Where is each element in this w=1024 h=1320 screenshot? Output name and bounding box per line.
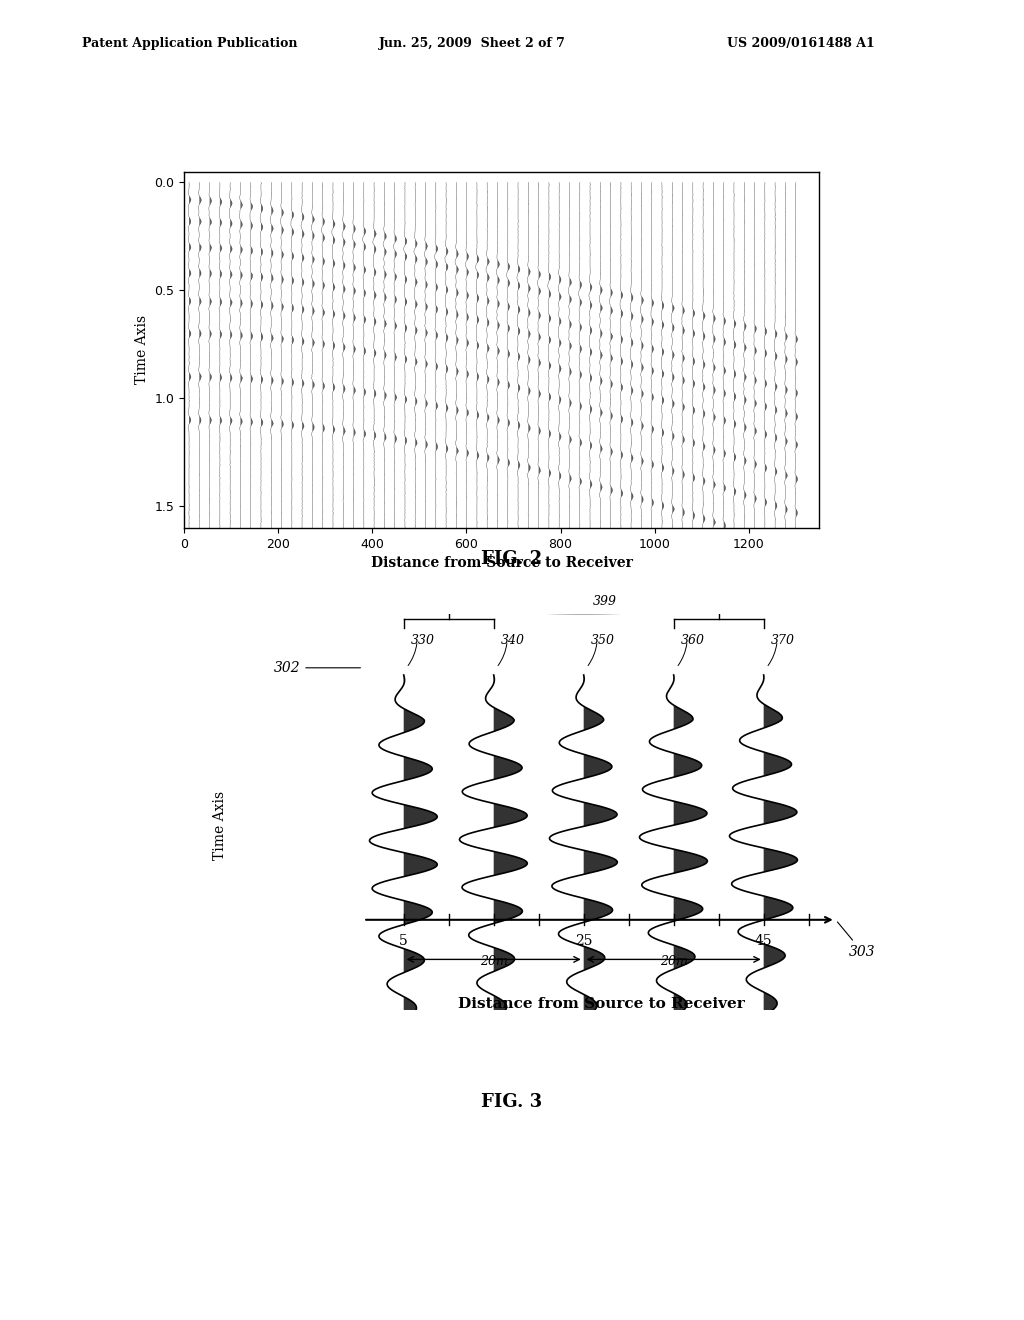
Text: 5: 5 bbox=[399, 935, 409, 948]
Text: 340: 340 bbox=[501, 635, 525, 647]
Text: Jun. 25, 2009  Sheet 2 of 7: Jun. 25, 2009 Sheet 2 of 7 bbox=[379, 37, 565, 50]
Text: FIG. 3: FIG. 3 bbox=[481, 1093, 543, 1111]
Text: FIG. 2: FIG. 2 bbox=[481, 550, 543, 569]
Text: 20m: 20m bbox=[480, 956, 508, 969]
Text: 45: 45 bbox=[755, 935, 772, 948]
Text: 370: 370 bbox=[771, 635, 795, 647]
Text: Patent Application Publication: Patent Application Publication bbox=[82, 37, 297, 50]
X-axis label: Distance from Source to Receiver: Distance from Source to Receiver bbox=[371, 556, 633, 570]
Text: 302: 302 bbox=[273, 661, 360, 675]
Text: 399: 399 bbox=[593, 595, 616, 609]
Text: 303: 303 bbox=[838, 921, 876, 960]
Text: 25: 25 bbox=[574, 935, 593, 948]
Text: 350: 350 bbox=[591, 635, 614, 647]
Text: Time Axis: Time Axis bbox=[213, 791, 227, 859]
Y-axis label: Time Axis: Time Axis bbox=[135, 315, 150, 384]
Text: 20m: 20m bbox=[659, 956, 687, 969]
Text: US 2009/0161488 A1: US 2009/0161488 A1 bbox=[727, 37, 874, 50]
Text: 360: 360 bbox=[681, 635, 705, 647]
Text: 330: 330 bbox=[411, 635, 435, 647]
Text: Distance from Source to Receiver: Distance from Source to Receiver bbox=[459, 997, 745, 1011]
